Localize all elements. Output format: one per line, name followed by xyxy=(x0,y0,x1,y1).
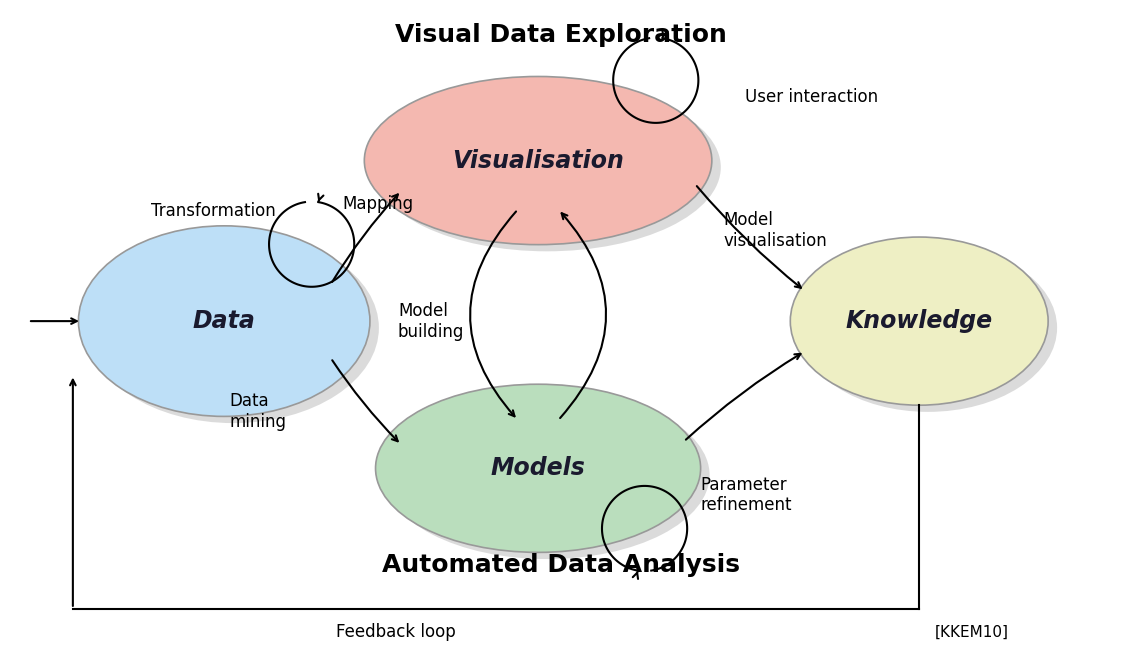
Text: Transformation: Transformation xyxy=(151,202,276,219)
Text: User interaction: User interaction xyxy=(745,88,879,106)
Text: Mapping: Mapping xyxy=(342,195,413,213)
Ellipse shape xyxy=(364,76,712,245)
Text: Parameter
refinement: Parameter refinement xyxy=(701,476,793,514)
Text: Feedback loop: Feedback loop xyxy=(336,624,456,641)
Text: Model
building: Model building xyxy=(398,302,464,341)
Text: Data
mining: Data mining xyxy=(230,392,287,431)
Ellipse shape xyxy=(376,384,701,553)
Text: [KKEM10]: [KKEM10] xyxy=(935,625,1009,640)
Text: Data: Data xyxy=(193,309,256,333)
Text: Visual Data Exploration: Visual Data Exploration xyxy=(395,23,726,47)
Ellipse shape xyxy=(373,83,721,252)
Ellipse shape xyxy=(799,244,1057,412)
Text: Visualisation: Visualisation xyxy=(452,149,624,173)
Text: Automated Data Analysis: Automated Data Analysis xyxy=(381,553,740,577)
Text: Models: Models xyxy=(491,456,585,480)
Ellipse shape xyxy=(385,391,710,559)
Text: Knowledge: Knowledge xyxy=(845,309,993,333)
Text: Model
visualisation: Model visualisation xyxy=(723,211,827,250)
Ellipse shape xyxy=(790,237,1048,405)
Ellipse shape xyxy=(78,226,370,416)
Ellipse shape xyxy=(87,233,379,423)
